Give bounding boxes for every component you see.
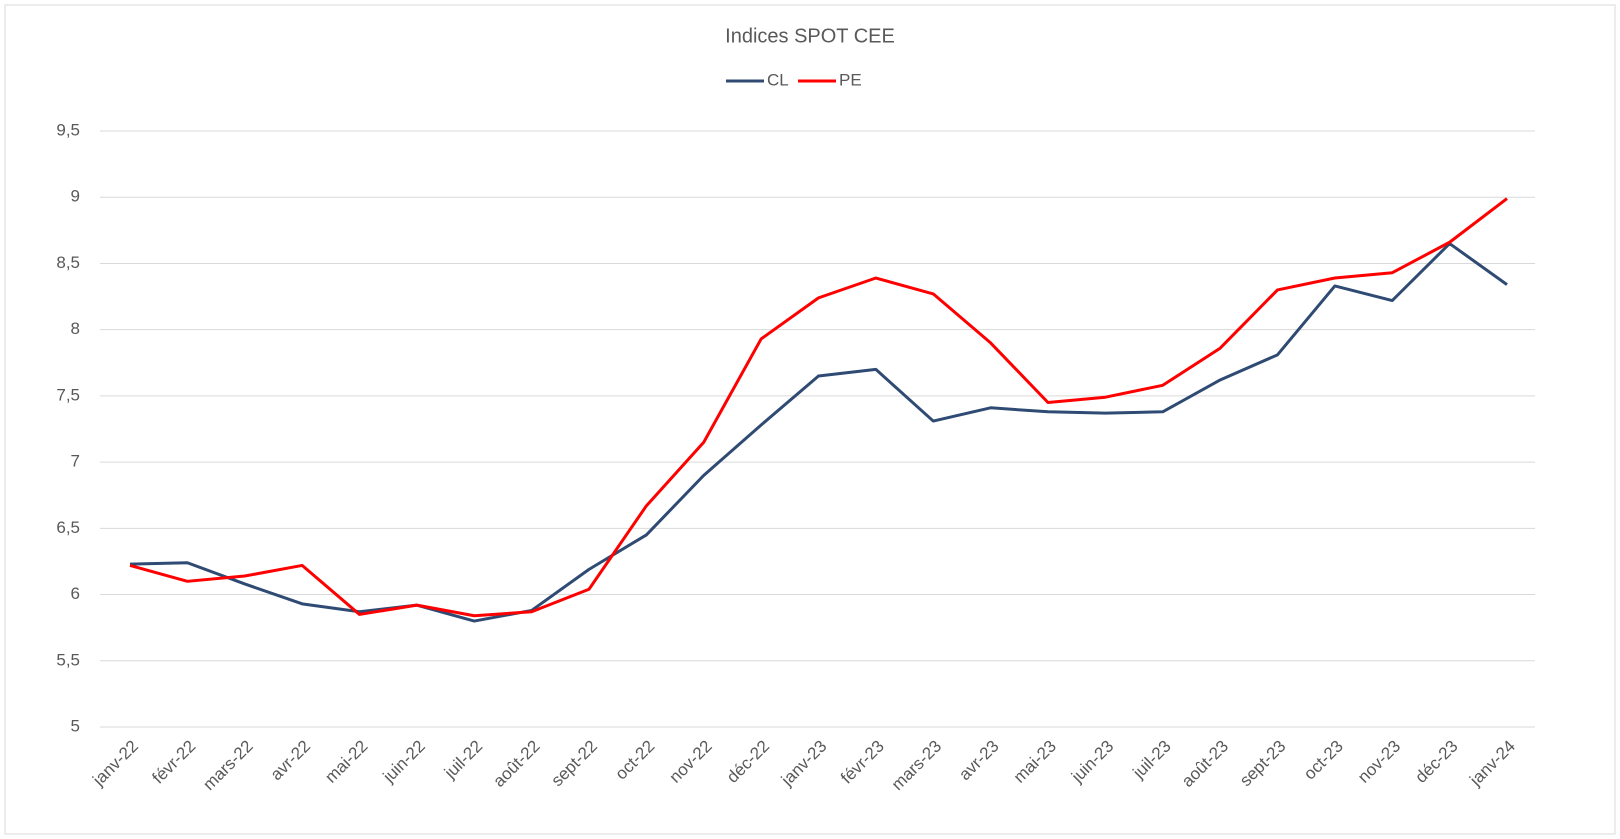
y-tick-label: 8	[71, 319, 80, 338]
y-tick-label: 9,5	[56, 120, 80, 139]
chart-border	[4, 4, 1616, 835]
legend-label: CL	[767, 70, 789, 89]
y-tick-label: 8,5	[56, 253, 80, 272]
y-tick-label: 6	[71, 584, 80, 603]
y-tick-label: 7,5	[56, 385, 80, 404]
y-tick-label: 6,5	[56, 518, 80, 537]
legend-label: PE	[839, 70, 862, 89]
line-series	[129, 197, 1508, 618]
line-series	[129, 242, 1508, 623]
chart-title: Indices SPOT CEE	[725, 25, 895, 47]
y-tick-label: 5	[71, 716, 80, 735]
y-tick-label: 5,5	[56, 650, 80, 669]
y-tick-label: 7	[71, 452, 80, 471]
y-tick-label: 9	[71, 187, 80, 206]
